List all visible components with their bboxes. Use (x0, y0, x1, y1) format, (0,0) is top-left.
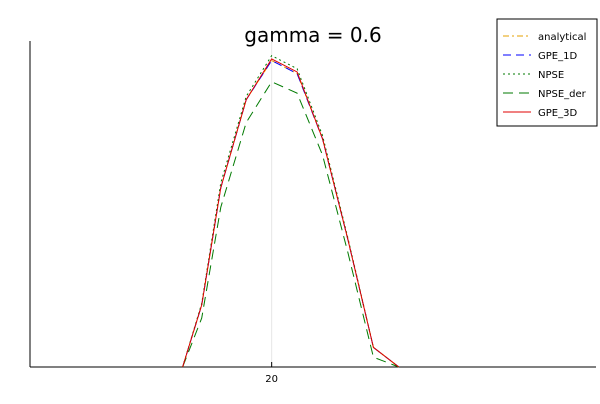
axes-layer (29, 41, 596, 368)
series-line-gpe-3d (182, 58, 400, 368)
legend-items: analytical GPE_1D NPSE NPSE_der GPE_3D (503, 32, 587, 119)
legend-label: GPE_1D (538, 51, 577, 62)
legend-box (496, 18, 598, 127)
legend-label: NPSE (538, 70, 564, 81)
legend-label: GPE_3D (538, 108, 577, 119)
chart-title: gamma = 0.6 (244, 23, 381, 47)
x-tick-layer: 20 (265, 362, 278, 385)
legend-label: analytical (538, 32, 586, 43)
series-line-npse-der (182, 81, 400, 368)
x-tick-label: 20 (265, 374, 278, 385)
series-layer (182, 55, 400, 368)
series-line-gpe-1d (182, 59, 400, 368)
series-line-analytical (182, 59, 400, 368)
legend: analytical GPE_1D NPSE NPSE_der GPE_3D (496, 18, 598, 127)
series-line-npse (182, 55, 400, 368)
legend-label: NPSE_der (538, 89, 587, 100)
